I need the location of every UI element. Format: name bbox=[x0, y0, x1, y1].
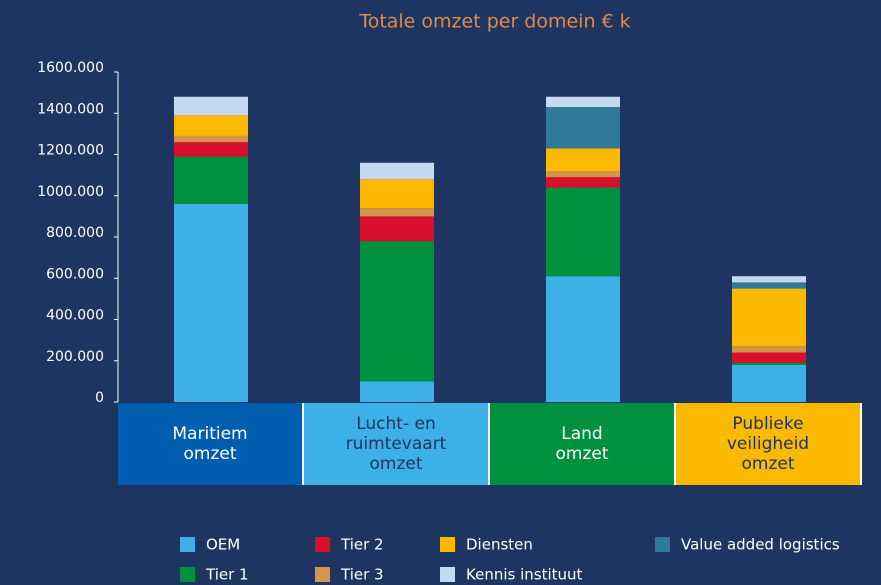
chart-title: Totale omzet per domein € k bbox=[358, 11, 630, 33]
y-tick-label: 1600.000 bbox=[37, 60, 104, 76]
bar-segment bbox=[174, 156, 248, 204]
y-tick-label: 800.000 bbox=[46, 225, 104, 241]
legend-label: Value added logistics bbox=[681, 536, 840, 554]
category-label: Publieke veiligheid omzet bbox=[676, 403, 862, 485]
y-tick-label: 0 bbox=[95, 390, 104, 406]
legend-swatch bbox=[655, 537, 670, 552]
bar-segment bbox=[546, 96, 620, 108]
y-tick-label: 600.000 bbox=[46, 266, 104, 282]
bar-segment bbox=[546, 187, 620, 277]
bar-segment bbox=[360, 208, 434, 217]
bar-segment bbox=[174, 96, 248, 116]
bar-segment bbox=[546, 276, 620, 402]
bar-segment bbox=[732, 346, 806, 353]
legend-label: OEM bbox=[206, 536, 240, 554]
legend-swatch bbox=[180, 537, 195, 552]
legend-swatch bbox=[315, 537, 330, 552]
category-label: Lucht- en ruimtevaart omzet bbox=[304, 403, 490, 485]
bar-segment bbox=[732, 364, 806, 402]
bar-segment bbox=[174, 115, 248, 136]
legend-swatch bbox=[180, 567, 195, 582]
bar-segment bbox=[732, 352, 806, 363]
bar-segment bbox=[174, 142, 248, 157]
y-tick-label: 1400.000 bbox=[37, 101, 104, 117]
bar-segment bbox=[360, 179, 434, 209]
y-tick-label: 1200.000 bbox=[37, 143, 104, 159]
legend-label: Kennis instituut bbox=[466, 566, 583, 584]
legend-swatch bbox=[440, 567, 455, 582]
bar-segment bbox=[732, 282, 806, 289]
bar-segment bbox=[732, 362, 806, 365]
category-label: Land omzet bbox=[490, 403, 676, 485]
legend-swatch bbox=[315, 567, 330, 582]
bar-segment bbox=[546, 177, 620, 188]
y-tick-label: 400.000 bbox=[46, 308, 104, 324]
category-label: Maritiem omzet bbox=[118, 403, 304, 485]
bar-segment bbox=[360, 216, 434, 242]
legend-label: Tier 1 bbox=[205, 566, 249, 584]
y-tick-label: 200.000 bbox=[46, 349, 104, 365]
bar-segment bbox=[174, 135, 248, 143]
y-tick-label: 1000.000 bbox=[37, 184, 104, 200]
bar-segment bbox=[360, 381, 434, 402]
legend-label: Diensten bbox=[466, 536, 533, 554]
bar-segment bbox=[546, 171, 620, 178]
legend-swatch bbox=[440, 537, 455, 552]
bar-segment bbox=[174, 204, 248, 402]
legend-label: Tier 2 bbox=[340, 536, 384, 554]
bar-segment bbox=[546, 148, 620, 171]
bar-segment bbox=[360, 241, 434, 382]
bar-segment bbox=[732, 288, 806, 347]
bar-segment bbox=[546, 107, 620, 149]
bar-segment bbox=[360, 162, 434, 180]
bar-segment bbox=[732, 276, 806, 283]
legend-label: Tier 3 bbox=[340, 566, 384, 584]
